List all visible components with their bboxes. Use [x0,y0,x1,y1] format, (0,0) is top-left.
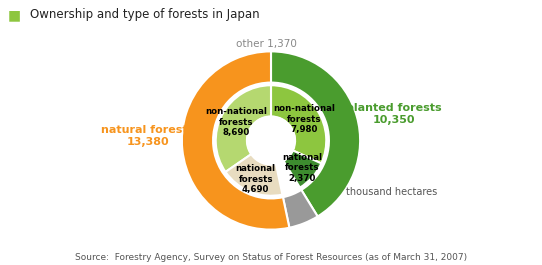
Text: national
forests
4,690: national forests 4,690 [236,164,276,194]
Wedge shape [225,154,282,196]
Text: other 1,370: other 1,370 [236,39,297,49]
Wedge shape [271,85,326,164]
Text: non-national
forests
7,980: non-national forests 7,980 [273,104,335,134]
Text: Source:  Forestry Agency, Survey on Status of Forest Resources (as of March 31, : Source: Forestry Agency, Survey on Statu… [75,253,467,262]
Wedge shape [182,51,289,230]
Text: natural forests
13,380: natural forests 13,380 [101,125,195,147]
Wedge shape [271,51,360,217]
Wedge shape [216,85,271,172]
Text: national
forests
2,370: national forests 2,370 [282,153,322,183]
Text: planted forests
10,350: planted forests 10,350 [346,103,442,125]
Wedge shape [283,151,321,188]
Text: non-national
forests
8,690: non-national forests 8,690 [205,107,267,137]
Text: thousand hectares: thousand hectares [346,187,437,197]
Circle shape [247,116,295,165]
Wedge shape [283,190,318,228]
Text: ■: ■ [8,8,21,22]
Text: Ownership and type of forests in Japan: Ownership and type of forests in Japan [30,8,260,21]
